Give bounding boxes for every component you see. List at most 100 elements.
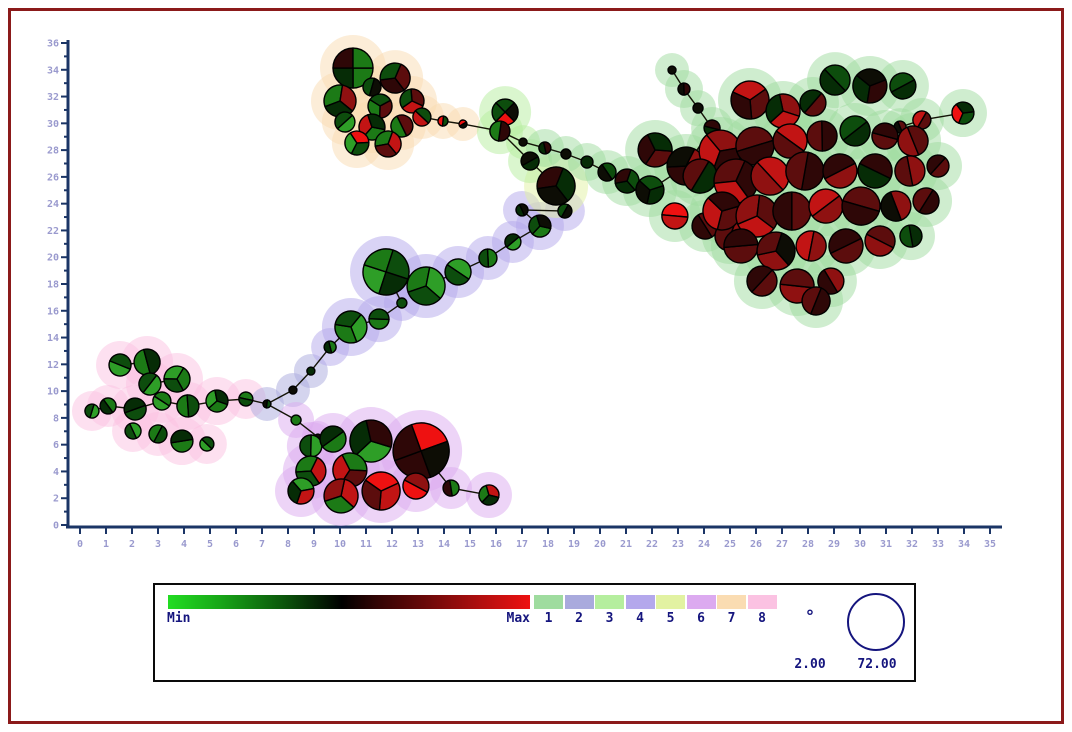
graph-node[interactable] [323,84,357,118]
graph-node[interactable] [332,47,374,89]
graph-node[interactable] [841,186,881,226]
graph-node[interactable] [580,155,594,169]
graph-node[interactable] [402,472,430,500]
graph-node[interactable] [750,156,790,196]
graph-node[interactable] [637,132,673,168]
graph-node[interactable] [374,130,402,158]
graph-node[interactable] [124,422,142,440]
graph-node[interactable] [362,77,382,97]
graph-node[interactable] [437,115,449,127]
graph-node[interactable] [504,233,522,251]
graph-node[interactable] [390,114,414,138]
graph-node[interactable] [334,111,356,133]
graph-node[interactable] [806,120,838,152]
graph-node[interactable] [99,397,117,415]
graph-node[interactable] [871,122,899,150]
graph-node[interactable] [819,64,851,96]
graph-node[interactable] [287,477,315,505]
graph-node[interactable] [864,225,896,257]
graph-node[interactable] [528,214,552,238]
graph-node[interactable] [667,65,677,75]
graph-node[interactable] [323,340,337,354]
graph-node[interactable] [765,93,801,129]
graph-node[interactable] [795,230,827,262]
graph-node[interactable] [262,399,272,409]
graph-node[interactable] [152,391,172,411]
graph-node[interactable] [478,248,498,268]
graph-node[interactable] [334,310,368,344]
graph-node[interactable] [379,62,411,94]
graph-node[interactable] [857,153,893,189]
graph-node[interactable] [170,429,194,453]
graph-node[interactable] [801,286,831,316]
graph-node[interactable] [808,188,844,224]
graph-node[interactable] [148,424,168,444]
graph-node[interactable] [536,166,576,206]
graph-node[interactable] [897,125,929,157]
graph-node[interactable] [560,148,572,160]
graph-node[interactable] [406,266,446,306]
graph-node[interactable] [756,231,796,271]
graph-node[interactable] [412,107,432,127]
graph-node[interactable] [597,162,617,182]
graph-node[interactable] [367,93,393,119]
graph-node[interactable] [772,123,808,159]
graph-node[interactable] [362,248,410,296]
graph-node[interactable] [518,137,528,147]
graph-node[interactable] [894,155,926,187]
graph-node[interactable] [319,425,347,453]
graph-node[interactable] [520,151,540,171]
graph-node[interactable] [442,479,460,497]
graph-node[interactable] [163,365,191,393]
graph-node[interactable] [785,151,825,191]
graph-node[interactable] [138,372,162,396]
graph-node[interactable] [306,366,316,376]
graph-node[interactable] [489,120,511,142]
graph-node[interactable] [677,82,691,96]
graph-node[interactable] [349,419,393,463]
graph-node[interactable] [199,436,215,452]
graph-node[interactable] [288,385,298,395]
graph-node[interactable] [852,68,888,104]
graph-node[interactable] [746,265,778,297]
graph-node[interactable] [822,153,858,189]
graph-node[interactable] [368,308,390,330]
graph-node[interactable] [299,434,323,458]
graph-node[interactable] [538,141,552,155]
graph-node[interactable] [290,414,302,426]
graph-node[interactable] [730,80,770,120]
graph-node[interactable] [515,203,529,217]
graph-node[interactable] [396,297,408,309]
graph-node[interactable] [478,484,500,506]
graph-node[interactable] [323,478,359,514]
graph-node[interactable] [702,191,742,231]
graph-node[interactable] [661,202,689,230]
graph-node[interactable] [444,258,472,286]
graph-node[interactable] [692,102,704,114]
graph-node[interactable] [392,422,450,480]
graph-node[interactable] [361,471,401,511]
graph-node[interactable] [926,154,950,178]
graph-node[interactable] [889,72,917,100]
graph-node[interactable] [772,191,812,231]
graph-node[interactable] [344,130,370,156]
graph-node[interactable] [723,228,759,264]
graph-node[interactable] [817,267,845,295]
graph-node[interactable] [84,403,100,419]
graph-node[interactable] [123,397,147,421]
graph-node[interactable] [828,228,864,264]
graph-node[interactable] [133,348,161,376]
graph-node[interactable] [238,391,254,407]
graph-node[interactable] [458,119,468,129]
graph-node[interactable] [635,175,665,205]
graph-node[interactable] [557,203,573,219]
graph-node[interactable] [912,187,940,215]
graph-node[interactable] [176,394,200,418]
graph-node[interactable] [108,353,132,377]
graph-node[interactable] [951,101,975,125]
graph-node[interactable] [682,158,718,194]
graph-node[interactable] [799,89,827,117]
graph-node[interactable] [205,389,229,413]
graph-node[interactable] [880,190,912,222]
graph-node[interactable] [839,115,871,147]
